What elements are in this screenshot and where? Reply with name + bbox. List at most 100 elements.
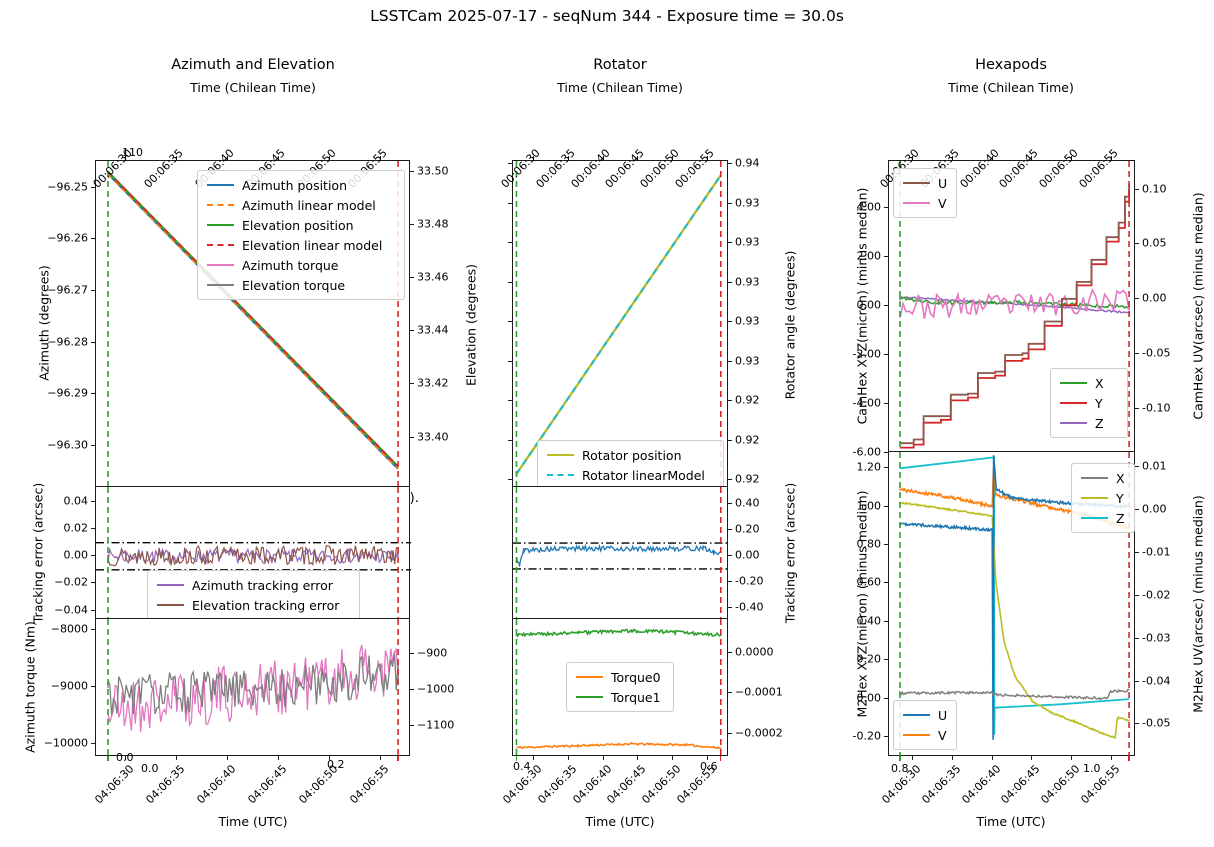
exposure-limit-tick — [719, 756, 722, 761]
legend-item: Rotator position — [547, 445, 714, 465]
ytick-label: 1.00 — [856, 499, 882, 513]
xtick-label-bottom: 04:06:50 — [1038, 762, 1083, 807]
ytick-label: 33.42 — [417, 376, 449, 390]
xtick-mark — [125, 156, 127, 160]
legend-line-sample — [207, 264, 234, 266]
ytick-label: 0.00 — [1142, 291, 1167, 305]
ytick-label: 0.04 — [63, 494, 89, 508]
legend-item: Azimuth tracking error — [157, 575, 350, 595]
ytick-label: −10000 — [43, 736, 88, 750]
ytick-label: 0.93 — [735, 196, 760, 210]
top-axis-label-azel: Time (Chilean Time) — [190, 80, 316, 95]
ytick-mark — [884, 402, 888, 404]
xtick-mark — [567, 756, 569, 760]
ytick-label: 2.00 — [856, 249, 882, 263]
ytick-label: 0.93 — [735, 275, 760, 289]
ytick-mark — [884, 659, 888, 661]
xtick-mark — [227, 156, 228, 160]
series-elevation-tracking-error — [107, 544, 399, 567]
xtick-mark — [1111, 156, 1113, 160]
series-torque1 — [515, 628, 722, 638]
xtick-label-bottom: 04:06:40 — [194, 762, 239, 807]
ytick-mark — [728, 580, 732, 582]
ytick-mark — [410, 330, 414, 332]
ytick-label: 0.00 — [63, 548, 89, 562]
series-elevation-linear-model — [107, 171, 399, 468]
ytick-mark — [884, 620, 888, 622]
rotator-legend: Rotator position Rotator linearModel — [537, 440, 724, 490]
ytick-label: -0.40 — [735, 600, 764, 614]
series-m2hex-z — [899, 456, 1130, 735]
legend-label: Z — [1095, 415, 1104, 431]
ytick-mark — [728, 606, 732, 608]
xtick-mark — [277, 756, 279, 760]
ytick-mark — [728, 732, 732, 734]
legend-item: Azimuth linear model — [207, 195, 395, 215]
ytick-mark — [1135, 508, 1139, 510]
ytick-label: -2.00 — [852, 347, 881, 361]
legend-line-sample — [903, 734, 930, 736]
series-azimuth-tracking-error — [107, 547, 399, 565]
xtick-mark — [602, 756, 604, 760]
ylabel-m2hex-xyz: M2Hex XYZ(micron) (minus median) — [854, 490, 870, 718]
torque-legend: Torque0 Torque1 — [566, 662, 674, 712]
ytick-mark — [91, 341, 95, 343]
plot-rotator — [512, 160, 728, 488]
xtick-mark — [176, 156, 178, 160]
figure-title: LSSTCam 2025-07-17 - seqNum 344 - Exposu… — [370, 7, 844, 25]
legend-label: Elevation linear model — [242, 237, 383, 253]
xtick-label-bottom: 04:06:30 — [92, 762, 137, 807]
ytick-label: 4.00 — [856, 200, 882, 214]
azel-legend: Azimuth position Azimuth linear model Elev… — [197, 170, 405, 300]
plot-rotator-tracking — [512, 486, 729, 620]
ytick-mark — [410, 724, 414, 726]
ylabel-azimuth-torque: Azimuth torque (Nm) — [22, 621, 38, 753]
ytick-label: 0.00 — [856, 298, 882, 312]
ytick-mark — [728, 479, 732, 481]
xtick-mark — [951, 756, 953, 760]
ytick-label: -0.10 — [1142, 401, 1171, 415]
ytick-mark — [1135, 298, 1139, 300]
legend-label: V — [938, 727, 947, 743]
legend-label: Torque1 — [611, 689, 661, 705]
legend-line-sample — [207, 244, 234, 246]
ytick-label: 0.93 — [735, 314, 760, 328]
ytick-mark — [508, 439, 512, 441]
ytick-label: -4.00 — [852, 396, 881, 410]
ytick-label: 1.20 — [856, 460, 882, 474]
ytick-mark — [508, 360, 512, 362]
ytick-label: 0.20 — [856, 652, 882, 666]
ytick-mark — [91, 629, 95, 631]
legend-label: Torque0 — [611, 669, 661, 685]
ytick-label: −96.30 — [47, 438, 88, 452]
ytick-mark — [508, 281, 512, 283]
ytick-mark — [884, 304, 888, 306]
ytick-mark — [410, 652, 414, 654]
ytick-label: 0.93 — [735, 354, 760, 368]
ytick-mark — [884, 206, 888, 208]
ytick-label: −9000 — [50, 679, 88, 693]
xtick-mark — [328, 156, 330, 160]
ytick-label: -0.05 — [1142, 346, 1171, 360]
xtick-mark — [991, 756, 993, 760]
ytick-label: 0.01 — [1142, 459, 1167, 473]
ytick-mark — [410, 277, 414, 278]
ytick-label: -0.03 — [1142, 631, 1171, 645]
legend-line-sample — [547, 474, 574, 476]
legend-label: Azimuth tracking error — [192, 577, 333, 593]
ytick-label: 33.48 — [417, 217, 449, 231]
ytick-mark — [884, 582, 888, 584]
series-azimuth-linear-model — [107, 173, 399, 470]
legend-item: X — [1081, 468, 1125, 488]
ytick-mark — [884, 467, 888, 469]
ytick-mark — [410, 436, 414, 438]
ytick-mark — [884, 452, 888, 453]
ytick-label: 0.92 — [735, 393, 760, 407]
exposure-limit-tick — [1128, 756, 1130, 761]
series-camhex-u — [900, 183, 1130, 445]
legend-item: Elevation tracking error — [157, 595, 350, 615]
ytick-label: −0.04 — [54, 603, 88, 616]
ytick-label: 33.50 — [417, 164, 449, 178]
xtick-mark — [379, 156, 381, 160]
xtick-mark — [176, 756, 178, 760]
